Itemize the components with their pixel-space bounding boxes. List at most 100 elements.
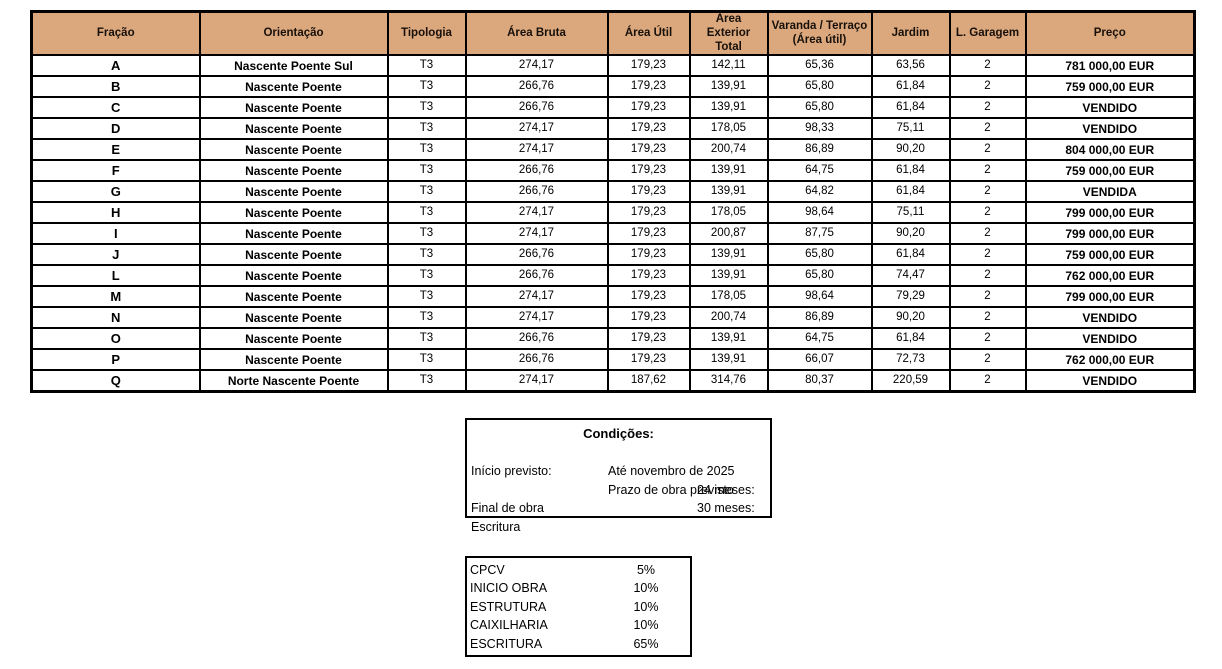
table-cell: 64,75 (766, 327, 873, 351)
table-cell: T3 (386, 138, 467, 162)
column-header-7: Jardim (870, 10, 951, 57)
table-cell: T3 (386, 117, 467, 141)
table-cell: 179,23 (606, 117, 691, 141)
table-cell: 178,05 (688, 201, 769, 225)
conditions-right-2: Escritura (471, 519, 521, 534)
table-cell: T3 (386, 348, 467, 372)
conditions-rows: Início previsto: Até novembro de 2025 Praz… (471, 462, 768, 536)
table-cell: 65,80 (766, 96, 873, 120)
price-table: Fração Orientação Tipologia Área Bruta Área … (30, 10, 1196, 394)
table-cell: 266,76 (464, 243, 609, 267)
table-cell: 2 (948, 75, 1027, 99)
conditions-mid-0: Até novembro de 2025 (608, 464, 735, 479)
table-cell: 61,84 (870, 159, 951, 183)
table-row-A: A Nascente Poente Sul T3 274,17 179,23 142,11… (30, 54, 1196, 78)
table-cell: 179,23 (606, 285, 691, 309)
table-cell: T3 (386, 96, 467, 120)
table-cell: 781 000,00 EUR (1024, 54, 1196, 78)
table-row-I: I Nascente Poente T3 274,17 179,23 200,87 87,7… (30, 222, 1196, 246)
table-cell: 762 000,00 EUR (1024, 264, 1196, 288)
table-cell: D (30, 117, 201, 141)
table-cell: 200,74 (688, 306, 769, 330)
table-cell: 274,17 (464, 201, 609, 225)
table-cell: 2 (948, 264, 1027, 288)
table-cell: 179,23 (606, 138, 691, 162)
table-cell: 75,11 (870, 201, 951, 225)
payment-value: 10% (633, 599, 659, 614)
table-cell: T3 (386, 75, 467, 99)
payment-value: 10% (633, 581, 659, 595)
table-cell: 266,76 (464, 348, 609, 372)
conditions-label-1: Prazo de obra previsto (608, 482, 734, 497)
table-cell: 274,17 (464, 54, 609, 78)
table-cell: 178,05 (688, 285, 769, 309)
table-cell: 200,74 (688, 138, 769, 162)
table-cell: 2 (948, 348, 1027, 372)
table-cell: 274,17 (464, 222, 609, 246)
table-cell: 90,20 (870, 138, 951, 162)
table-cell: 2 (948, 54, 1027, 78)
table-cell: 64,75 (766, 159, 873, 183)
table-row-P: P Nascente Poente T3 266,76 179,23 139,91 66,0… (30, 348, 1196, 372)
table-cell: 179,23 (606, 348, 691, 372)
table-cell: 799 000,00 EUR (1024, 285, 1196, 309)
column-header-9: Preço (1024, 10, 1196, 57)
table-cell: T3 (386, 159, 467, 183)
table-cell: 139,91 (688, 243, 769, 267)
table-cell: 314,76 (688, 369, 769, 393)
table-cell: VENDIDO (1024, 306, 1196, 330)
table-cell: 61,84 (870, 243, 951, 267)
table-cell: 2 (948, 180, 1027, 204)
column-header-0: Fração (30, 10, 201, 57)
column-header-8: L. Garagem (948, 10, 1027, 57)
table-cell: G (30, 180, 201, 204)
table-cell: 2 (948, 201, 1027, 225)
table-cell: T3 (386, 306, 467, 330)
table-cell: VENDIDO (1024, 96, 1196, 120)
table-cell: N (30, 306, 201, 330)
table-cell: 90,20 (870, 222, 951, 246)
table-cell: 72,73 (870, 348, 951, 372)
payment-value: 5% (636, 562, 656, 577)
table-cell: T3 (386, 369, 467, 393)
table-row-G: G Nascente Poente T3 266,76 179,23 139,91 64,8… (30, 180, 1196, 204)
table-cell: 2 (948, 369, 1027, 393)
table-cell: 266,76 (464, 75, 609, 99)
table-cell: 139,91 (688, 348, 769, 372)
table-cell: Nascente Poente (198, 75, 389, 99)
table-cell: 86,89 (766, 306, 873, 330)
table-row-N: N Nascente Poente T3 274,17 179,23 200,74 86,8… (30, 306, 1196, 330)
table-row-M: M Nascente Poente T3 274,17 179,23 178,05 98,6… (30, 285, 1196, 309)
table-row-J: J Nascente Poente T3 266,76 179,23 139,91 65,8… (30, 243, 1196, 267)
table-cell: P (30, 348, 201, 372)
table-cell: 74,47 (870, 264, 951, 288)
table-cell: 179,23 (606, 264, 691, 288)
table-cell: VENDIDO (1024, 327, 1196, 351)
table-row-E: E Nascente Poente T3 274,17 179,23 200,74 86,8… (30, 138, 1196, 162)
table-cell: 274,17 (464, 138, 609, 162)
table-cell: T3 (386, 285, 467, 309)
payment-label: INICIO OBRA (470, 581, 548, 595)
table-cell: 139,91 (688, 159, 769, 183)
table-cell: Nascente Poente (198, 201, 389, 225)
table-cell: 799 000,00 EUR (1024, 201, 1196, 225)
payment-row-0: CPCV 5% (467, 563, 690, 577)
table-cell: 2 (948, 327, 1027, 351)
table-cell: A (30, 54, 201, 78)
table-row-O: O Nascente Poente T3 266,76 179,23 139,91 64,7… (30, 327, 1196, 351)
conditions-box: Condições: Início previsto: Até novembro … (465, 418, 772, 534)
table-cell: 266,76 (464, 264, 609, 288)
table-cell: Nascente Poente (198, 306, 389, 330)
table-cell: 139,91 (688, 327, 769, 351)
table-cell: 274,17 (464, 369, 609, 393)
table-cell: VENDIDO (1024, 117, 1196, 141)
table-cell: M (30, 285, 201, 309)
table-cell: L (30, 264, 201, 288)
table-cell: 90,20 (870, 306, 951, 330)
table-cell: 2 (948, 222, 1027, 246)
table-row-C: C Nascente Poente T3 266,76 179,23 139,91 65,8… (30, 96, 1196, 120)
table-cell: 2 (948, 285, 1027, 309)
table-cell: 2 (948, 159, 1027, 183)
table-cell: 139,91 (688, 264, 769, 288)
